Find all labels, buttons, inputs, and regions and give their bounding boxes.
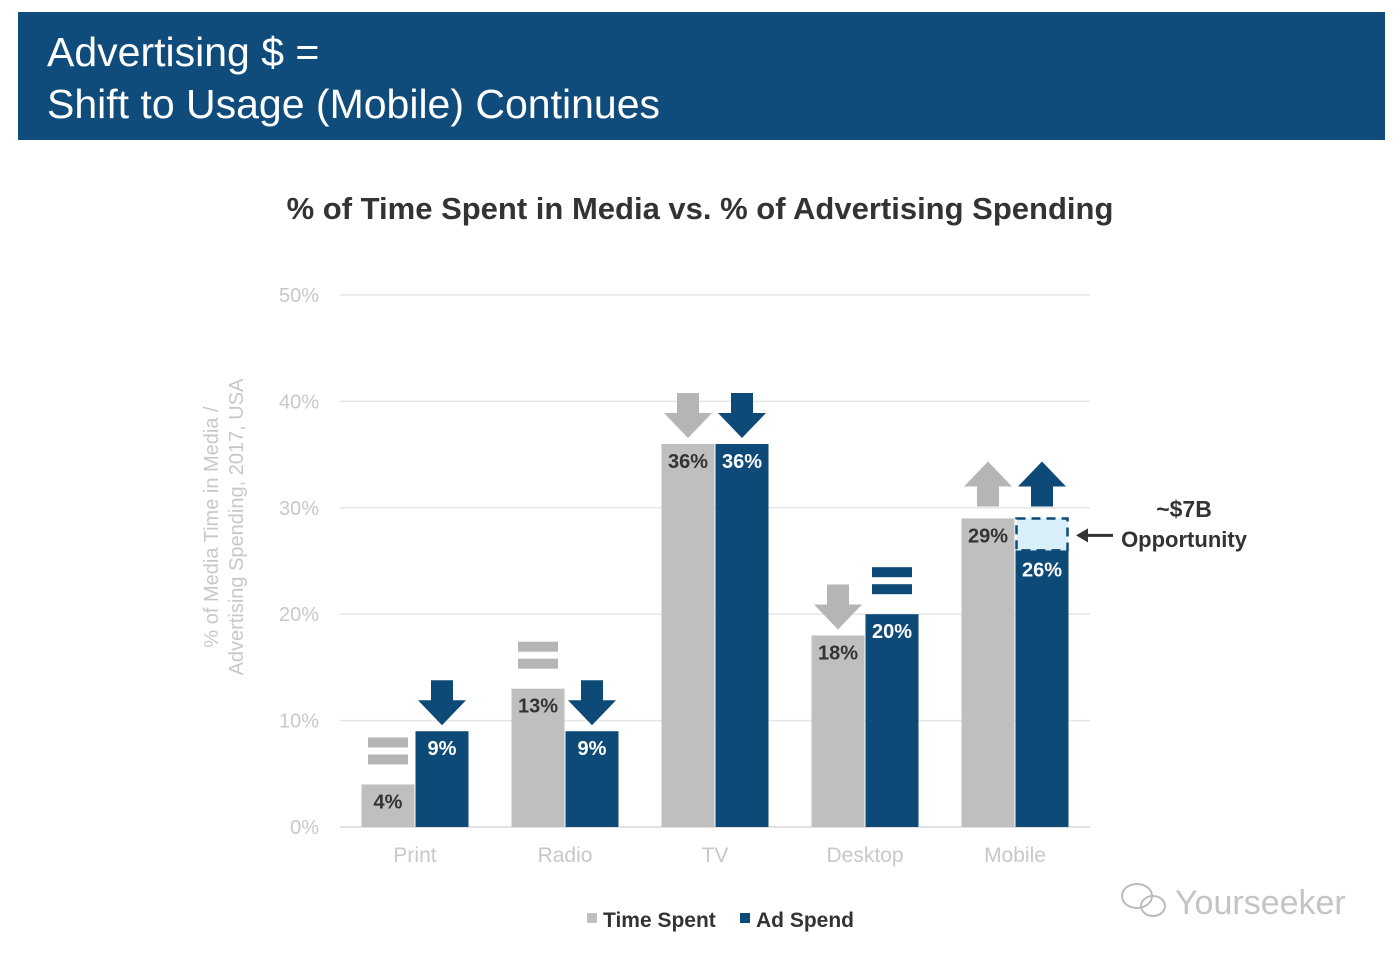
y-tick-label: 0%	[290, 817, 319, 839]
data-label: 9%	[428, 738, 457, 760]
equals-icon	[368, 737, 408, 765]
header-title-line2: Shift to Usage (Mobile) Continues	[47, 81, 660, 127]
arrow-left-icon	[1076, 528, 1088, 543]
watermark: Yourseeker	[1121, 883, 1346, 922]
opportunity-amount: ~$7B	[1156, 496, 1212, 522]
data-label: 9%	[578, 738, 607, 760]
opportunity-gap	[1015, 517, 1069, 552]
y-axis-label-line2: Advertising Spending, 2017, USA	[226, 378, 248, 676]
legend-label-ad-spend: Ad Spend	[756, 909, 854, 932]
watermark-text: Yourseeker	[1175, 884, 1346, 922]
y-tick-label: 30%	[279, 498, 319, 520]
x-tick-label: TV	[702, 844, 729, 867]
arrow-up-icon	[964, 461, 1012, 507]
equals-icon	[872, 567, 912, 595]
data-label: 4%	[374, 791, 403, 813]
data-label: 36%	[722, 451, 762, 473]
data-label: 29%	[968, 525, 1008, 547]
x-tick-label: Desktop	[826, 844, 903, 867]
chart-title: % of Time Spent in Media vs. % of Advert…	[287, 191, 1114, 226]
legend-swatch-ad-spend	[740, 913, 750, 923]
arrow-down-icon	[664, 392, 712, 438]
equals-icon	[518, 641, 558, 669]
x-tick-label: Mobile	[984, 844, 1046, 867]
data-label: 13%	[518, 696, 558, 718]
arrow-up-icon	[1018, 461, 1066, 507]
bar-time-spent	[961, 518, 1015, 827]
bar-ad-spend	[1015, 550, 1069, 827]
y-tick-label: 10%	[279, 711, 319, 733]
data-label: 20%	[872, 621, 912, 643]
opportunity-label: Opportunity	[1121, 527, 1248, 552]
arrow-down-icon	[418, 680, 466, 726]
bar-time-spent	[811, 635, 865, 827]
y-tick-label: 20%	[279, 604, 319, 626]
bar-time-spent	[511, 688, 565, 827]
data-label: 36%	[668, 451, 708, 473]
y-axis-label-line1: % of Media Time in Media /	[201, 406, 223, 648]
arrow-down-icon	[568, 680, 616, 726]
y-tick-label: 40%	[279, 391, 319, 413]
x-tick-label: Print	[393, 844, 436, 867]
legend-swatch-time-spent	[587, 913, 597, 923]
bar-time-spent	[661, 443, 715, 827]
data-label: 26%	[1022, 559, 1062, 581]
x-tick-label: Radio	[538, 844, 593, 867]
wechat-icon	[1121, 883, 1166, 917]
header-band	[18, 12, 1385, 140]
bar-ad-spend	[865, 614, 919, 827]
bar-ad-spend	[715, 443, 769, 827]
legend: Time Spent Ad Spend	[587, 909, 854, 932]
data-label: 18%	[818, 642, 858, 664]
header-title-line1: Advertising $ =	[47, 29, 319, 75]
arrow-down-icon	[814, 584, 862, 630]
bar-ad-spend	[415, 731, 469, 827]
arrow-down-icon	[718, 392, 766, 438]
y-tick-label: 50%	[279, 285, 319, 307]
legend-label-time-spent: Time Spent	[603, 909, 716, 932]
bar-time-spent	[361, 784, 415, 827]
bar-ad-spend	[565, 731, 619, 827]
